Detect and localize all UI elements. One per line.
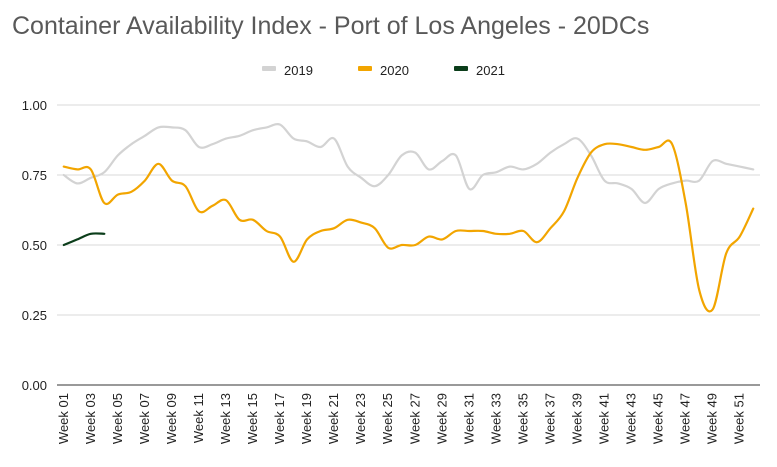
y-tick-label: 1.00	[22, 98, 47, 113]
x-tick-label: Week 07	[137, 393, 152, 444]
y-axis-ticks: 0.00 0.25 0.50 0.75 1.00	[22, 98, 47, 393]
legend-label-2020: 2020	[380, 63, 409, 78]
x-tick-label: Week 31	[461, 393, 476, 444]
x-tick-label: Week 37	[542, 393, 557, 444]
y-tick-label: 0.75	[22, 168, 47, 183]
series-line-2020	[62, 139, 755, 313]
x-tick-label: Week 19	[299, 393, 314, 444]
x-tick-label: Week 13	[218, 393, 233, 444]
x-tick-label: Week 03	[83, 393, 98, 444]
legend-swatch-2020	[358, 66, 372, 71]
legend-label-2021: 2021	[476, 63, 505, 78]
x-tick-label: Week 49	[705, 393, 720, 444]
x-tick-label: Week 25	[380, 393, 395, 444]
legend-swatch-2019	[262, 66, 276, 71]
x-tick-label: Week 51	[732, 393, 747, 444]
y-tick-label: 0.25	[22, 308, 47, 323]
x-axis-ticks: Week 01 Week 03 Week 05 Week 07 Week 09 Week …	[56, 393, 747, 444]
x-tick-label: Week 39	[569, 393, 584, 444]
x-tick-label: Week 15	[245, 393, 260, 444]
x-tick-label: Week 45	[651, 393, 666, 444]
x-tick-label: Week 05	[110, 393, 125, 444]
series-lines	[62, 123, 755, 313]
x-tick-label: Week 35	[515, 393, 530, 444]
legend-label-2019: 2019	[284, 63, 313, 78]
x-tick-label: Week 29	[434, 393, 449, 444]
x-tick-label: Week 09	[164, 393, 179, 444]
x-tick-label: Week 27	[407, 393, 422, 444]
y-tick-label: 0.50	[22, 238, 47, 253]
x-tick-label: Week 43	[624, 393, 639, 444]
series-line-2019	[62, 123, 755, 205]
y-tick-label: 0.00	[22, 378, 47, 393]
x-tick-label: Week 23	[353, 393, 368, 444]
legend-swatch-2021	[454, 66, 468, 71]
x-tick-label: Week 47	[678, 393, 693, 444]
x-tick-label: Week 41	[597, 393, 612, 444]
x-tick-label: Week 33	[488, 393, 503, 444]
series-line-2021	[62, 232, 106, 247]
legend: 2019 2020 2021	[262, 63, 505, 78]
x-tick-label: Week 01	[56, 393, 71, 444]
chart-title: Container Availability Index - Port of L…	[12, 12, 650, 40]
x-tick-label: Week 21	[326, 393, 341, 444]
x-tick-label: Week 11	[191, 393, 206, 443]
x-tick-label: Week 17	[272, 393, 287, 444]
